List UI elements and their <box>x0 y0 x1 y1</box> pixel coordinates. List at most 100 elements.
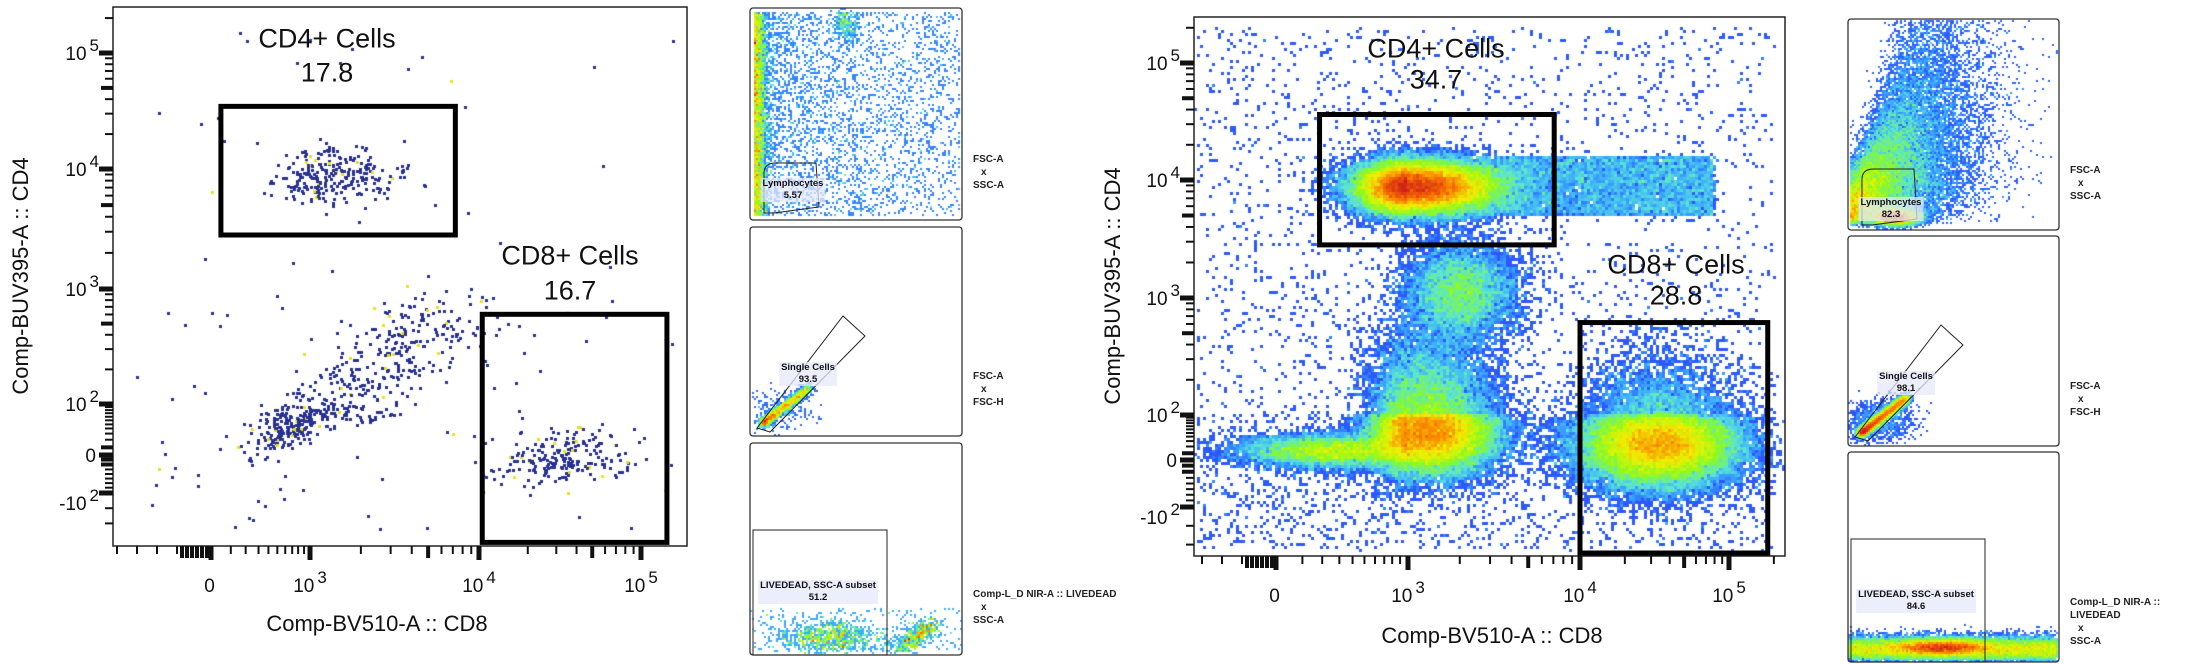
left-x-axis-ticks <box>99 17 644 560</box>
right-y-axis-label: Comp-BUV395-A :: CD4 <box>1100 167 1125 405</box>
y-tick-label: 10 2 <box>65 387 99 417</box>
y-tick-label: 10 5 <box>1146 46 1180 76</box>
x-tick-label: 10 3 <box>293 568 327 598</box>
right-x-axis-label: Comp-BV510-A :: CD8 <box>1381 623 1603 648</box>
mini-x-axis-name: FSC-A <box>973 371 1004 383</box>
tick-base: 10 <box>65 395 87 416</box>
y-tick-label: 10 4 <box>65 152 99 182</box>
tick-exponent: 4 <box>89 152 99 171</box>
mini-axis-separator: x <box>2078 177 2084 189</box>
mini-gate-label: Single Cells 93.5 <box>779 362 837 386</box>
gate-livedead[interactable] <box>1850 538 1986 663</box>
tick-base: 0 <box>85 446 96 467</box>
gating-panel-frame <box>1847 235 2060 447</box>
tick-base: 10 <box>1391 586 1413 607</box>
gate-livedead[interactable] <box>752 529 888 656</box>
gating-panel-right-1 <box>1847 18 2060 231</box>
gate-single-cells[interactable] <box>756 315 866 433</box>
tick-exponent: 5 <box>648 568 658 587</box>
tick-base: 0 <box>204 576 215 597</box>
mini-y-axis-name: FSC-H <box>973 397 1004 409</box>
mini-y-axis-name: SSC-A <box>2070 190 2102 202</box>
tick-exponent: 5 <box>1736 578 1746 597</box>
right-x-axis-ticks <box>1180 26 1775 570</box>
mini-gate-name: Lymphocytes <box>762 178 824 189</box>
tick-exponent: 4 <box>1587 578 1597 597</box>
mini-gate-percentage: 84.6 <box>1906 601 1926 612</box>
mini-gate-name: LIVEDEAD, SSC-A subset <box>1858 589 1974 600</box>
x-tick-label: 10 5 <box>624 568 658 598</box>
gate-percentage-label: 34.7 <box>1409 64 1463 95</box>
tick-exponent: 3 <box>317 568 327 587</box>
tick-base: -10 <box>1140 508 1168 529</box>
mini-gate-label: LIVEDEAD, SSC-A subset 51.2 <box>758 580 878 604</box>
tick-base: 10 <box>65 160 87 181</box>
tick-exponent: 2 <box>89 387 99 406</box>
gate-percentage-label: 17.8 <box>300 57 354 88</box>
mini-axis-separator: x <box>981 167 987 179</box>
gate-name-label: CD8+ Cells <box>501 240 639 271</box>
gate-percentage-label: 28.8 <box>1649 280 1703 311</box>
x-tick-label: 0 <box>1269 578 1283 608</box>
y-tick-label: 10 3 <box>65 272 99 302</box>
gate-percentage-label: 16.7 <box>543 275 597 306</box>
mini-gate-label: LIVEDEAD, SSC-A subset 84.6 <box>1856 589 1976 613</box>
gate-cd4[interactable] <box>1317 111 1557 248</box>
tick-exponent: 2 <box>1170 500 1180 519</box>
mini-gate-percentage: 5.57 <box>783 190 803 201</box>
mini-gate-percentage: 93.5 <box>798 374 818 385</box>
mini-gate-percentage: 51.2 <box>808 592 828 603</box>
gating-panel-right-3 <box>1847 451 2060 663</box>
left-plot <box>99 6 688 560</box>
mini-panel-axes-label: Comp-L_D NIR-A :: LIVEDEAD x SSC-A <box>973 588 1117 627</box>
mini-axis-separator: x <box>981 602 987 614</box>
gating-panel-frame <box>749 7 963 221</box>
tick-base: 10 <box>1712 586 1734 607</box>
tick-base: 10 <box>65 280 87 301</box>
gate-cd8[interactable] <box>479 311 670 545</box>
y-tick-label: 0 <box>1166 443 1180 473</box>
tick-exponent: 5 <box>89 36 99 55</box>
mini-panel-axes-label: Comp-L_D NIR-A :: LIVEDEAD x SSC-A <box>2070 596 2208 648</box>
tick-base: 10 <box>1146 171 1168 192</box>
y-tick-label: 10 2 <box>1146 398 1180 428</box>
mini-gate-name: Single Cells <box>1879 371 1933 382</box>
tick-base: 10 <box>293 576 315 597</box>
tick-exponent: 4 <box>1170 163 1180 182</box>
y-tick-label: 10 5 <box>65 36 99 66</box>
gating-panel-left-3 <box>749 442 963 656</box>
mini-panel-axes-label: FSC-A x FSC-H <box>2070 380 2101 419</box>
x-tick-label: 10 4 <box>462 568 496 598</box>
gate-single-cells[interactable] <box>1854 324 1964 442</box>
tick-base: 10 <box>1146 54 1168 75</box>
tick-base: 10 <box>462 576 484 597</box>
tick-exponent: 2 <box>1170 398 1180 417</box>
gate-name-label: CD4+ Cells <box>1367 33 1505 64</box>
mini-y-axis-name: FSC-H <box>2070 406 2101 418</box>
mini-x-axis-name: FSC-A <box>2070 380 2101 392</box>
gating-panel-frame <box>1847 18 2060 231</box>
mini-axis-separator: x <box>2078 622 2084 634</box>
mini-axis-separator: x <box>981 384 987 396</box>
mini-y-axis-name: SSC-A <box>973 180 1005 192</box>
mini-y-axis-name: SSC-A <box>2070 635 2102 647</box>
gating-panel-frame <box>749 226 963 437</box>
mini-gate-name: Lymphocytes <box>1860 197 1922 208</box>
mini-gate-name: LIVEDEAD, SSC-A subset <box>760 580 876 591</box>
mini-x-axis-name: FSC-A <box>2070 164 2101 176</box>
y-tick-label: 10 3 <box>1146 281 1180 311</box>
tick-exponent: 4 <box>486 568 496 587</box>
tick-base: 10 <box>1146 289 1168 310</box>
gate-lymphocytes[interactable] <box>1861 168 1918 226</box>
left-y-axis-label: Comp-BUV395-A :: CD4 <box>8 157 33 395</box>
tick-exponent: 3 <box>1170 281 1180 300</box>
gating-panel-left-2 <box>749 226 963 437</box>
gate-cd4[interactable] <box>218 103 458 238</box>
gating-panel-frame <box>1847 451 2060 663</box>
y-tick-label: 0 <box>85 438 99 468</box>
gate-cd8[interactable] <box>1577 320 1771 556</box>
tick-exponent: 5 <box>1170 46 1180 65</box>
right-plot <box>1180 16 1786 570</box>
